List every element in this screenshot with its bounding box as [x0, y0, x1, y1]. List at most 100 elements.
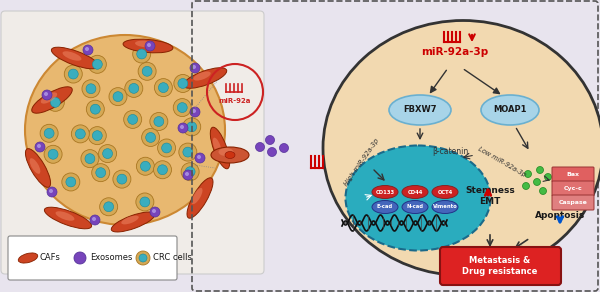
Circle shape [158, 139, 176, 157]
Circle shape [154, 161, 172, 179]
Ellipse shape [32, 87, 72, 113]
Circle shape [140, 197, 150, 207]
Circle shape [48, 149, 58, 159]
Circle shape [150, 207, 160, 217]
Circle shape [195, 153, 205, 163]
Ellipse shape [56, 211, 74, 221]
Circle shape [183, 170, 193, 180]
Circle shape [104, 202, 113, 212]
Text: CD133: CD133 [376, 190, 395, 194]
Circle shape [100, 198, 118, 216]
Circle shape [183, 118, 201, 136]
Text: β-catenin: β-catenin [432, 147, 468, 157]
FancyBboxPatch shape [552, 181, 594, 196]
Text: miR-92a: miR-92a [219, 98, 251, 104]
Circle shape [256, 142, 265, 152]
Ellipse shape [121, 215, 139, 224]
Ellipse shape [402, 185, 428, 199]
Text: miR-92a-3p: miR-92a-3p [421, 47, 488, 57]
FancyBboxPatch shape [1, 11, 264, 274]
Circle shape [68, 69, 78, 79]
FancyBboxPatch shape [8, 236, 177, 280]
Text: CD44: CD44 [407, 190, 422, 194]
Circle shape [185, 172, 189, 176]
Circle shape [76, 129, 85, 139]
Circle shape [138, 62, 156, 80]
Ellipse shape [111, 212, 155, 232]
Circle shape [37, 144, 41, 148]
Circle shape [44, 128, 54, 138]
Ellipse shape [213, 138, 221, 154]
Ellipse shape [62, 51, 82, 61]
Circle shape [185, 167, 195, 177]
Circle shape [92, 164, 110, 182]
Circle shape [62, 173, 80, 191]
Ellipse shape [346, 145, 491, 251]
Circle shape [174, 74, 192, 93]
Circle shape [124, 110, 142, 128]
Circle shape [42, 90, 52, 100]
Text: High miR-92a-3p: High miR-92a-3p [343, 137, 380, 187]
Circle shape [133, 45, 151, 63]
Ellipse shape [18, 253, 38, 263]
Ellipse shape [191, 188, 203, 204]
Circle shape [109, 88, 127, 106]
Ellipse shape [389, 95, 451, 125]
Circle shape [81, 150, 99, 168]
Text: OCT4: OCT4 [437, 190, 452, 194]
Ellipse shape [29, 158, 40, 174]
Circle shape [192, 65, 196, 69]
Circle shape [64, 65, 82, 83]
Circle shape [539, 187, 547, 194]
Circle shape [280, 143, 289, 152]
FancyBboxPatch shape [552, 195, 594, 210]
Circle shape [35, 142, 45, 152]
Circle shape [180, 125, 184, 129]
Circle shape [125, 79, 143, 98]
Circle shape [147, 43, 151, 47]
Ellipse shape [25, 149, 50, 187]
Ellipse shape [211, 147, 249, 163]
Circle shape [161, 143, 172, 153]
Circle shape [136, 157, 154, 175]
Ellipse shape [193, 72, 211, 81]
Circle shape [173, 99, 191, 117]
Circle shape [154, 79, 172, 97]
Circle shape [154, 117, 164, 126]
Circle shape [190, 63, 200, 73]
Circle shape [113, 92, 123, 102]
Circle shape [183, 147, 193, 157]
Circle shape [49, 189, 53, 193]
Circle shape [82, 80, 100, 98]
Text: CAFs: CAFs [40, 253, 61, 263]
Circle shape [158, 165, 167, 175]
Circle shape [44, 92, 48, 96]
Circle shape [197, 155, 201, 159]
Circle shape [88, 127, 106, 145]
Text: N-cad: N-cad [407, 204, 424, 209]
Circle shape [74, 252, 86, 264]
Ellipse shape [432, 201, 458, 213]
Circle shape [85, 154, 95, 164]
Circle shape [46, 93, 64, 111]
Circle shape [113, 170, 131, 188]
Circle shape [178, 102, 187, 112]
Ellipse shape [25, 35, 225, 225]
Circle shape [90, 215, 100, 225]
Text: Low miR-92a-3p: Low miR-92a-3p [477, 146, 527, 178]
Circle shape [103, 149, 113, 159]
Circle shape [268, 147, 277, 157]
Text: Vimento: Vimento [433, 204, 457, 209]
Ellipse shape [211, 127, 230, 169]
Circle shape [136, 251, 150, 265]
Circle shape [146, 133, 155, 142]
Circle shape [192, 109, 196, 113]
Circle shape [128, 114, 137, 124]
Circle shape [150, 112, 168, 131]
Circle shape [92, 59, 102, 69]
Circle shape [85, 47, 89, 51]
Circle shape [140, 161, 151, 171]
FancyBboxPatch shape [440, 247, 561, 285]
Circle shape [136, 193, 154, 211]
Ellipse shape [402, 201, 428, 213]
